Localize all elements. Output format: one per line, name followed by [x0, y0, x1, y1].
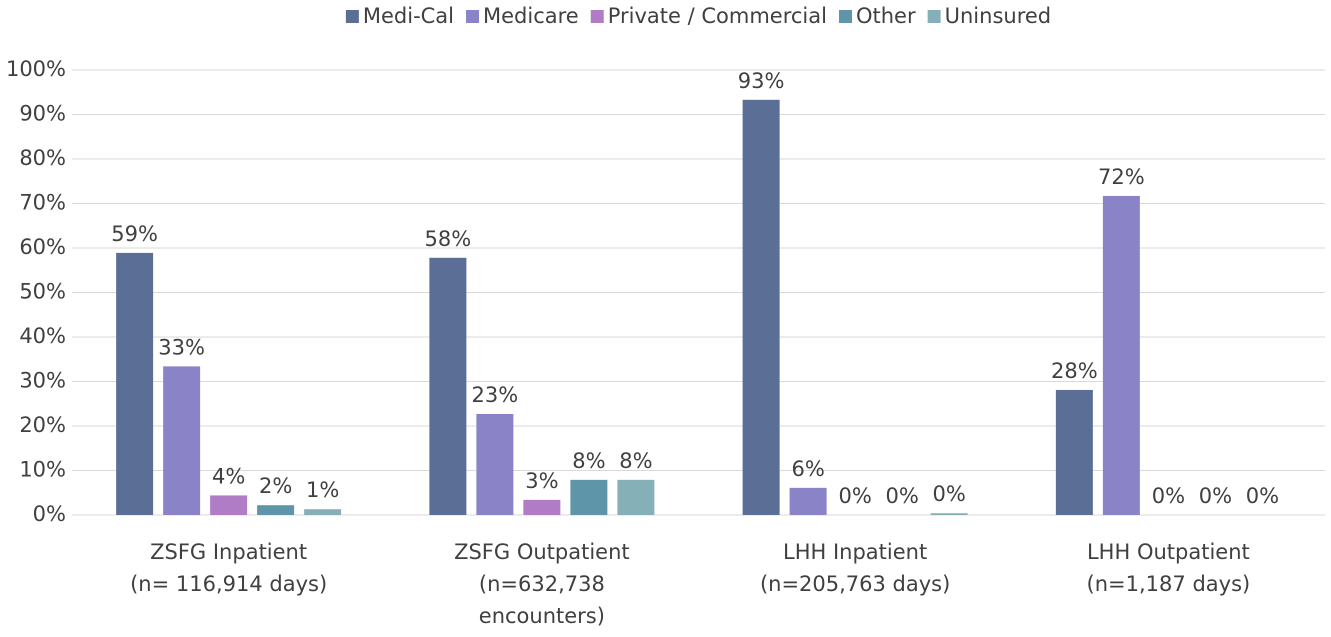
- y-tick-label: 40%: [19, 324, 66, 348]
- data-label: 28%: [1051, 359, 1098, 383]
- data-label: 23%: [472, 383, 519, 407]
- bar: [429, 257, 467, 515]
- bar: [304, 509, 342, 515]
- bar: [210, 495, 248, 515]
- x-tick-label: LHH Inpatient: [783, 540, 927, 564]
- legend-swatch: [838, 10, 852, 23]
- y-tick-label: 90%: [19, 102, 66, 126]
- x-tick-label: ZSFG Inpatient: [150, 540, 307, 564]
- bar: [257, 505, 295, 515]
- bar: [116, 252, 154, 515]
- bar: [1055, 389, 1093, 515]
- y-tick-label: 80%: [19, 146, 66, 170]
- y-tick-label: 60%: [19, 235, 66, 259]
- y-tick-label: 100%: [6, 57, 66, 81]
- legend-swatch: [466, 10, 480, 23]
- data-label: 0%: [885, 484, 918, 508]
- data-label: 93%: [738, 69, 785, 93]
- data-label: 8%: [619, 449, 652, 473]
- data-label: 8%: [572, 449, 605, 473]
- data-label: 0%: [932, 482, 965, 506]
- data-label: 0%: [1199, 484, 1232, 508]
- y-tick-label: 10%: [19, 458, 66, 482]
- legend-label: Uninsured: [945, 4, 1052, 28]
- data-label: 1%: [306, 478, 339, 502]
- bar: [1102, 195, 1140, 515]
- legend-swatch: [345, 10, 359, 23]
- legend-label: Other: [856, 4, 916, 28]
- legend-swatch: [590, 10, 604, 23]
- y-tick-label: 30%: [19, 369, 66, 393]
- legend-label: Medi-Cal: [363, 4, 454, 28]
- x-tick-label: (n=1,187 days): [1087, 572, 1251, 596]
- x-tick-label: (n=632,738: [479, 572, 605, 596]
- y-tick-label: 50%: [19, 280, 66, 304]
- bar: [523, 499, 561, 515]
- x-tick-label: LHH Outpatient: [1087, 540, 1250, 564]
- bar: [163, 366, 201, 515]
- bar: [930, 513, 968, 515]
- y-tick-label: 0%: [33, 502, 66, 526]
- bar: [617, 479, 655, 515]
- legend-swatch: [927, 10, 941, 23]
- data-label: 0%: [1246, 484, 1279, 508]
- legend-label: Private / Commercial: [608, 4, 827, 28]
- bar: [789, 487, 827, 515]
- data-label: 2%: [259, 474, 292, 498]
- data-label: 4%: [212, 464, 245, 488]
- data-label: 58%: [425, 227, 472, 251]
- x-tick-label: ZSFG Outpatient: [454, 540, 630, 564]
- legend-label: Medicare: [483, 4, 579, 28]
- data-label: 6%: [791, 457, 824, 481]
- y-tick-label: 70%: [19, 191, 66, 215]
- data-label: 59%: [111, 222, 158, 246]
- y-tick-label: 20%: [19, 413, 66, 437]
- data-label: 33%: [158, 335, 205, 359]
- data-label: 0%: [1152, 484, 1185, 508]
- bar: [570, 479, 608, 515]
- data-label: 3%: [525, 469, 558, 493]
- data-label: 72%: [1098, 165, 1145, 189]
- bar: [476, 413, 514, 515]
- x-tick-label: (n=205,763 days): [760, 572, 950, 596]
- x-tick-label: encounters): [479, 604, 605, 628]
- data-label: 0%: [838, 484, 871, 508]
- x-tick-label: (n= 116,914 days): [130, 572, 327, 596]
- bar: [742, 99, 780, 515]
